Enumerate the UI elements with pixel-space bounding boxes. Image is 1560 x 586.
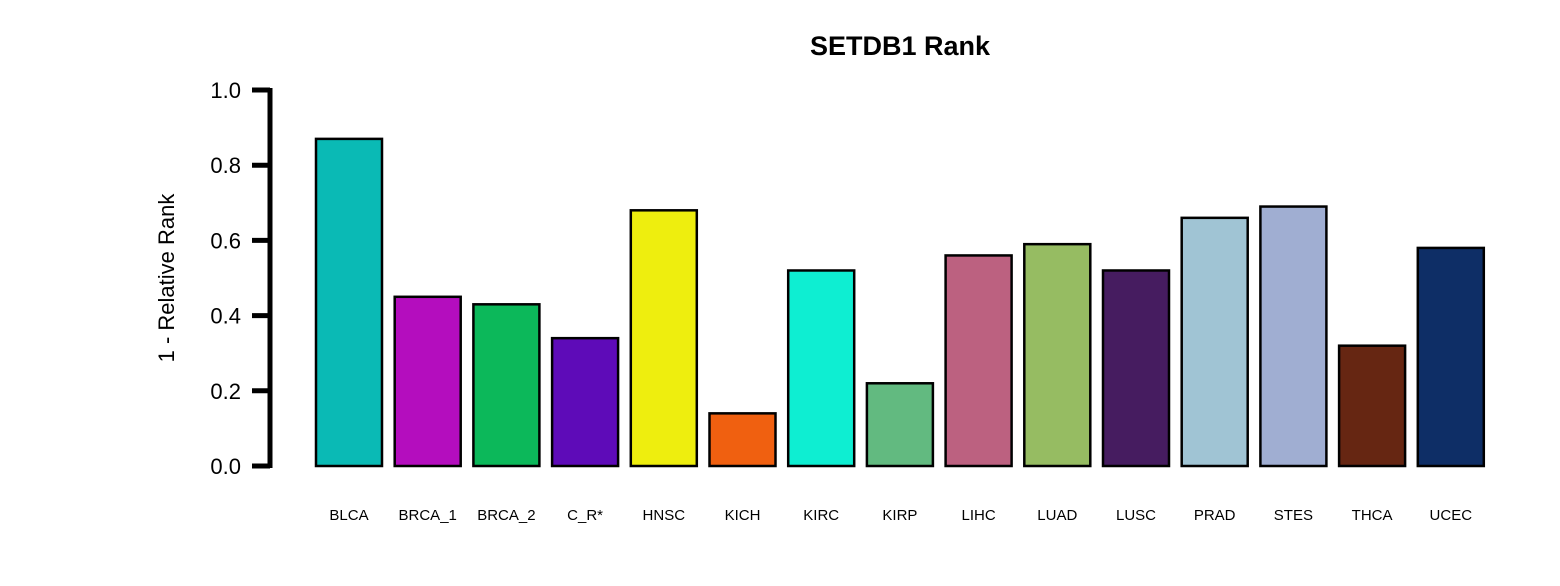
x-tick-label: BRCA_1	[399, 507, 457, 524]
bar-kirc	[786, 269, 856, 468]
x-tick-label: THCA	[1352, 507, 1393, 524]
x-axis-ticks: BLCA BRCA_1 BRCA_2 C_R* HNSC KICH KIRC KIRP LIHC…	[329, 507, 1472, 524]
bar-blca	[314, 137, 384, 468]
y-tick-label: 1.0	[210, 78, 241, 103]
x-tick-label: C_R*	[567, 507, 603, 524]
x-tick-label: PRAD	[1194, 507, 1236, 524]
x-tick-label: BRCA_2	[477, 507, 535, 524]
bar-stes	[1259, 205, 1328, 468]
x-tick-label: LUAD	[1037, 507, 1077, 524]
bar-thca	[1337, 344, 1407, 468]
bar-kich	[708, 412, 777, 468]
y-axis-label: 1 - Relative Rank	[154, 193, 179, 363]
chart-title: SETDB1 Rank	[810, 31, 991, 61]
bar-ucec	[1416, 246, 1486, 468]
bars-group	[314, 137, 1486, 468]
x-tick-label: HNSC	[643, 507, 686, 524]
y-axis-ticks: 0.0 0.2 0.4 0.6 0.8 1.0	[210, 78, 270, 479]
x-tick-label: UCEC	[1430, 507, 1473, 524]
x-tick-label: KIRP	[882, 507, 917, 524]
x-tick-label: KICH	[725, 507, 761, 524]
x-tick-label: LUSC	[1116, 507, 1156, 524]
y-tick-label: 0.2	[210, 379, 241, 404]
bar-brca-2	[472, 303, 541, 468]
bar-c-r	[550, 336, 620, 468]
bar-brca-1	[393, 295, 462, 468]
y-tick-label: 0.0	[210, 454, 241, 479]
bar-kirp	[865, 382, 935, 468]
bar-hnsc	[629, 209, 699, 468]
bar-prad	[1180, 216, 1249, 468]
x-tick-label: STES	[1274, 507, 1313, 524]
bar-lihc	[944, 254, 1013, 468]
x-tick-label: KIRC	[803, 507, 839, 524]
y-tick-label: 0.6	[210, 228, 241, 253]
bar-luad	[1023, 242, 1092, 468]
y-tick-label: 0.4	[210, 304, 241, 329]
y-tick-label: 0.8	[210, 153, 241, 178]
x-tick-label: LIHC	[962, 507, 996, 524]
bar-lusc	[1101, 269, 1171, 468]
x-tick-label: BLCA	[329, 507, 368, 524]
